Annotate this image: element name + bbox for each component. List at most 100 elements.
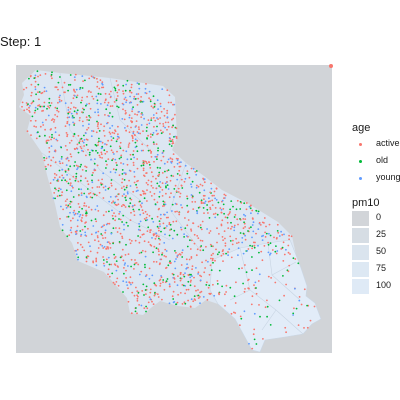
agent-point-old	[80, 137, 83, 140]
agent-point-active	[85, 214, 87, 217]
agent-point-active	[257, 280, 260, 282]
agent-point-active	[166, 170, 169, 172]
agent-point-active	[258, 221, 261, 224]
agent-point-active	[224, 304, 226, 307]
agent-point-active	[34, 86, 37, 88]
agent-point-old	[151, 217, 154, 220]
agent-point-young	[71, 185, 73, 188]
agent-point-active	[54, 106, 57, 109]
agent-point-old	[154, 203, 157, 206]
agent-point-young	[97, 111, 99, 114]
agent-point-active	[163, 288, 166, 291]
agent-point-young	[233, 226, 236, 229]
agent-point-old	[200, 199, 203, 202]
agent-point-active	[169, 157, 172, 160]
agent-point-active	[89, 192, 92, 194]
agent-point-active	[263, 217, 266, 219]
agent-point-active	[108, 222, 111, 225]
agent-point-active	[143, 218, 146, 220]
agent-point-active	[190, 257, 193, 259]
agent-point-active	[128, 114, 131, 117]
agent-point-active	[102, 186, 105, 189]
agent-point-active	[267, 275, 270, 278]
agent-point-active	[285, 331, 287, 334]
agent-point-active	[107, 268, 110, 271]
agent-point-active	[138, 128, 140, 131]
agent-point-young	[195, 173, 198, 176]
agent-point-old	[129, 202, 132, 205]
agent-point-active	[205, 259, 207, 262]
agent-point-old	[61, 229, 64, 232]
agent-point-active	[96, 164, 99, 167]
agent-point-young	[82, 124, 84, 127]
agent-point-active	[133, 175, 136, 178]
agent-point-old	[101, 145, 104, 148]
agent-point-young	[59, 188, 62, 191]
agent-point-active	[77, 203, 80, 205]
agent-point-young	[207, 260, 209, 263]
agent-point-active	[125, 277, 127, 279]
agent-point-active	[201, 240, 204, 242]
agent-point-active	[123, 267, 125, 269]
agent-point-old	[38, 91, 41, 93]
agent-point-active	[248, 227, 251, 230]
agent-point-active	[131, 139, 134, 142]
agent-point-active	[135, 120, 138, 122]
agent-point-active	[81, 246, 84, 249]
agent-point-active	[156, 133, 159, 136]
agent-point-young	[67, 109, 70, 111]
agent-point-old	[170, 140, 172, 143]
agent-point-young	[133, 171, 136, 173]
agent-point-active	[142, 149, 145, 152]
agent-point-young	[130, 101, 133, 104]
agent-point-active	[139, 236, 142, 239]
agent-point-active	[215, 187, 218, 190]
agent-point-old	[44, 134, 46, 137]
agent-point-active	[140, 113, 143, 115]
agent-point-active	[103, 224, 105, 227]
agent-point-active	[180, 228, 183, 231]
agent-point-young	[122, 103, 125, 106]
agent-point-old	[54, 187, 56, 190]
agent-point-active	[222, 239, 225, 242]
agent-point-active	[61, 162, 64, 165]
agent-point-active	[261, 259, 264, 262]
agent-point-old	[75, 175, 78, 178]
agent-point-active	[234, 214, 237, 216]
agent-point-active	[162, 125, 165, 128]
agent-point-active	[139, 99, 142, 102]
agent-point-old	[152, 141, 155, 144]
agent-point-active	[85, 154, 87, 157]
agent-point-active	[143, 192, 146, 195]
agent-point-active	[140, 206, 143, 208]
agent-point-old	[69, 200, 72, 203]
agent-point-young	[75, 249, 77, 252]
agent-point-young	[192, 167, 195, 170]
agent-point-active	[95, 220, 98, 223]
agent-point-young	[136, 82, 139, 84]
agent-point-active	[56, 115, 59, 118]
agent-point-active	[142, 212, 145, 215]
agent-point-active	[54, 176, 56, 179]
agent-point-active	[154, 283, 157, 286]
agent-point-active	[231, 243, 234, 246]
agent-point-old	[73, 124, 75, 126]
agent-point-active	[163, 255, 166, 257]
agent-point-young	[257, 228, 260, 231]
agent-point-old	[142, 283, 145, 286]
agent-point-old	[130, 265, 133, 268]
agent-point-young	[73, 213, 76, 216]
agent-point-active	[86, 119, 89, 121]
agent-point-active	[132, 130, 135, 133]
agent-point-active	[83, 204, 85, 207]
agent-point-young	[152, 221, 155, 223]
agent-point-active	[95, 194, 98, 197]
agent-point-old	[195, 170, 198, 172]
agent-point-active	[211, 194, 214, 197]
agent-point-active	[178, 169, 181, 172]
agent-point-active	[149, 229, 152, 232]
agent-point-active	[54, 114, 56, 116]
agent-point-active	[116, 138, 119, 141]
agent-point-active	[134, 262, 137, 265]
agent-point-active	[127, 144, 130, 146]
